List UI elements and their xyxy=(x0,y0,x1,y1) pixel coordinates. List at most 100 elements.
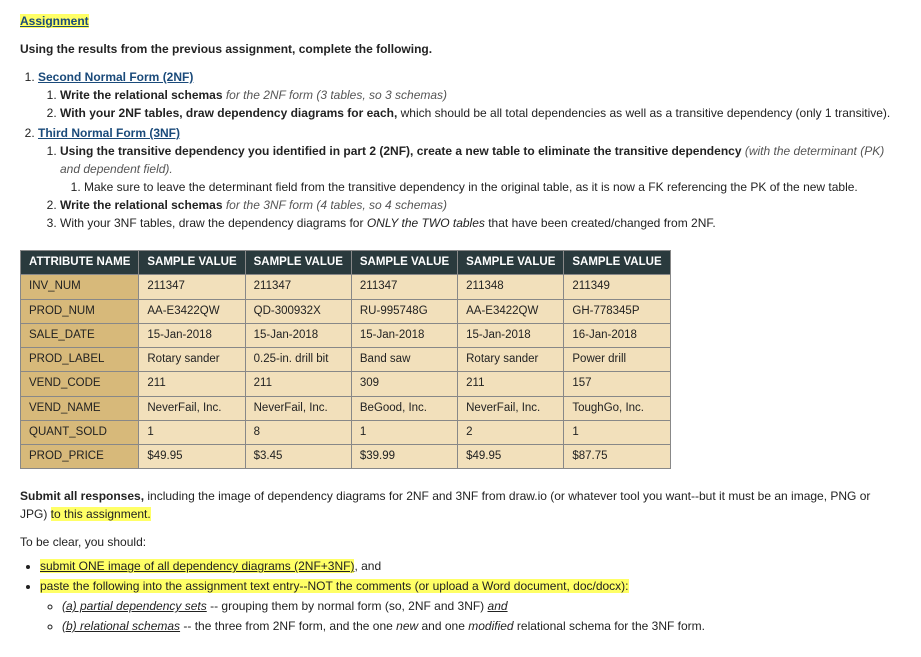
value-cell: 8 xyxy=(245,420,351,444)
table-body: INV_NUM211347211347211347211348211349PRO… xyxy=(21,275,671,469)
submit-block: Submit all responses, including the imag… xyxy=(20,487,901,635)
table-row: PROD_NUMAA-E3422QWQD-300932XRU-995748GAA… xyxy=(21,299,671,323)
item-3nf-3-ital: ONLY the TWO tables xyxy=(367,216,488,230)
bullet-list: submit ONE image of all dependency diagr… xyxy=(40,557,901,635)
table-row: QUANT_SOLD18121 xyxy=(21,420,671,444)
item-3nf-2-ital: for the 3NF form (4 tables, so 4 schemas… xyxy=(226,198,447,212)
sample-table: ATTRIBUTE NAME SAMPLE VALUE SAMPLE VALUE… xyxy=(20,250,671,469)
table-row: INV_NUM211347211347211347211348211349 xyxy=(21,275,671,299)
value-cell: 1 xyxy=(564,420,670,444)
value-cell: AA-E3422QW xyxy=(458,299,564,323)
table-row: PROD_PRICE$49.95$3.45$39.99$49.95$87.75 xyxy=(21,445,671,469)
th-2: SAMPLE VALUE xyxy=(245,251,351,275)
value-cell: 211 xyxy=(245,372,351,396)
attr-cell: PROD_LABEL xyxy=(21,348,139,372)
section-head-2nf: Second Normal Form (2NF) xyxy=(38,70,193,84)
item-3nf-3-a: With your 3NF tables, draw the dependenc… xyxy=(60,216,367,230)
to-be-clear: To be clear, you should: xyxy=(20,533,901,551)
value-cell: $49.95 xyxy=(139,445,245,469)
value-cell: QD-300932X xyxy=(245,299,351,323)
section-2nf: Second Normal Form (2NF) Write the relat… xyxy=(38,68,901,122)
value-cell: 309 xyxy=(351,372,457,396)
sub-b-lead: (b) relational schemas xyxy=(62,619,180,633)
bullet-1-hl: submit ONE image of all dependency diagr… xyxy=(40,559,354,573)
assignment-link[interactable]: Assignment xyxy=(20,14,89,28)
main-list: Second Normal Form (2NF) Write the relat… xyxy=(38,68,901,232)
attr-cell: QUANT_SOLD xyxy=(21,420,139,444)
intro-text: Using the results from the previous assi… xyxy=(20,40,901,58)
sub-a-rest: -- grouping them by normal form (so, 2NF… xyxy=(207,599,488,613)
bullet-1-tail: , and xyxy=(354,559,381,573)
value-cell: 211349 xyxy=(564,275,670,299)
sub-bullets: (a) partial dependency sets -- grouping … xyxy=(62,597,901,635)
table-row: VEND_NAMENeverFail, Inc.NeverFail, Inc.B… xyxy=(21,396,671,420)
value-cell: 16-Jan-2018 xyxy=(564,323,670,347)
value-cell: 15-Jan-2018 xyxy=(245,323,351,347)
value-cell: 211347 xyxy=(351,275,457,299)
bullet-2: paste the following into the assignment … xyxy=(40,577,901,635)
item-2nf-1: Write the relational schemas for the 2NF… xyxy=(60,86,901,104)
attr-cell: VEND_CODE xyxy=(21,372,139,396)
submit-lead-hl: to this assignment. xyxy=(51,507,151,521)
value-cell: 211347 xyxy=(245,275,351,299)
value-cell: 15-Jan-2018 xyxy=(458,323,564,347)
sub-a-and: and xyxy=(488,599,508,613)
value-cell: 211 xyxy=(458,372,564,396)
th-4: SAMPLE VALUE xyxy=(458,251,564,275)
submit-line: Submit all responses, including the imag… xyxy=(20,487,901,523)
table-head: ATTRIBUTE NAME SAMPLE VALUE SAMPLE VALUE… xyxy=(21,251,671,275)
value-cell: $3.45 xyxy=(245,445,351,469)
value-cell: BeGood, Inc. xyxy=(351,396,457,420)
table-row: PROD_LABELRotary sander0.25-in. drill bi… xyxy=(21,348,671,372)
value-cell: GH-778345P xyxy=(564,299,670,323)
value-cell: 157 xyxy=(564,372,670,396)
item-3nf-1a: Make sure to leave the determinant field… xyxy=(84,178,901,196)
sub-b: (b) relational schemas -- the three from… xyxy=(62,617,901,635)
value-cell: Rotary sander xyxy=(139,348,245,372)
submit-lead-bold: Submit all responses, xyxy=(20,489,147,503)
value-cell: 15-Jan-2018 xyxy=(139,323,245,347)
value-cell: 211347 xyxy=(139,275,245,299)
sub-b-mod: modified xyxy=(468,619,513,633)
value-cell: 15-Jan-2018 xyxy=(351,323,457,347)
item-2nf-2-rest: which should be all total dependencies a… xyxy=(401,106,891,120)
item-3nf-1-bold: Using the transitive dependency you iden… xyxy=(60,144,745,158)
item-3nf-3: With your 3NF tables, draw the dependenc… xyxy=(60,214,901,232)
list-3nf: Using the transitive dependency you iden… xyxy=(60,142,901,232)
value-cell: RU-995748G xyxy=(351,299,457,323)
item-2nf-1-bold: Write the relational schemas xyxy=(60,88,226,102)
value-cell: $49.95 xyxy=(458,445,564,469)
list-3nf-1-sub: Make sure to leave the determinant field… xyxy=(84,178,901,196)
sub-b-tail: relational schema for the 3NF form. xyxy=(514,619,705,633)
item-3nf-2-bold: Write the relational schemas xyxy=(60,198,226,212)
value-cell: $39.99 xyxy=(351,445,457,469)
value-cell: 0.25-in. drill bit xyxy=(245,348,351,372)
item-3nf-2: Write the relational schemas for the 3NF… xyxy=(60,196,901,214)
table-row: SALE_DATE15-Jan-201815-Jan-201815-Jan-20… xyxy=(21,323,671,347)
bullet-2-hl: paste the following into the assignment … xyxy=(40,579,629,593)
item-2nf-2: With your 2NF tables, draw dependency di… xyxy=(60,104,901,122)
th-0: ATTRIBUTE NAME xyxy=(21,251,139,275)
value-cell: 2 xyxy=(458,420,564,444)
item-2nf-2-bold: With your 2NF tables, draw dependency di… xyxy=(60,106,401,120)
list-2nf: Write the relational schemas for the 2NF… xyxy=(60,86,901,122)
sub-b-rest: -- the three from 2NF form, and the one xyxy=(180,619,396,633)
page-title-line: Assignment xyxy=(20,12,901,30)
attr-cell: PROD_NUM xyxy=(21,299,139,323)
sub-b-mid: and one xyxy=(418,619,468,633)
value-cell: NeverFail, Inc. xyxy=(245,396,351,420)
value-cell: Power drill xyxy=(564,348,670,372)
value-cell: $87.75 xyxy=(564,445,670,469)
th-3: SAMPLE VALUE xyxy=(351,251,457,275)
attr-cell: PROD_PRICE xyxy=(21,445,139,469)
sub-b-new: new xyxy=(396,619,418,633)
value-cell: 1 xyxy=(351,420,457,444)
value-cell: AA-E3422QW xyxy=(139,299,245,323)
th-1: SAMPLE VALUE xyxy=(139,251,245,275)
table-row: VEND_CODE211211309211157 xyxy=(21,372,671,396)
section-head-3nf: Third Normal Form (3NF) xyxy=(38,126,180,140)
value-cell: 211 xyxy=(139,372,245,396)
value-cell: NeverFail, Inc. xyxy=(139,396,245,420)
value-cell: Band saw xyxy=(351,348,457,372)
attr-cell: SALE_DATE xyxy=(21,323,139,347)
